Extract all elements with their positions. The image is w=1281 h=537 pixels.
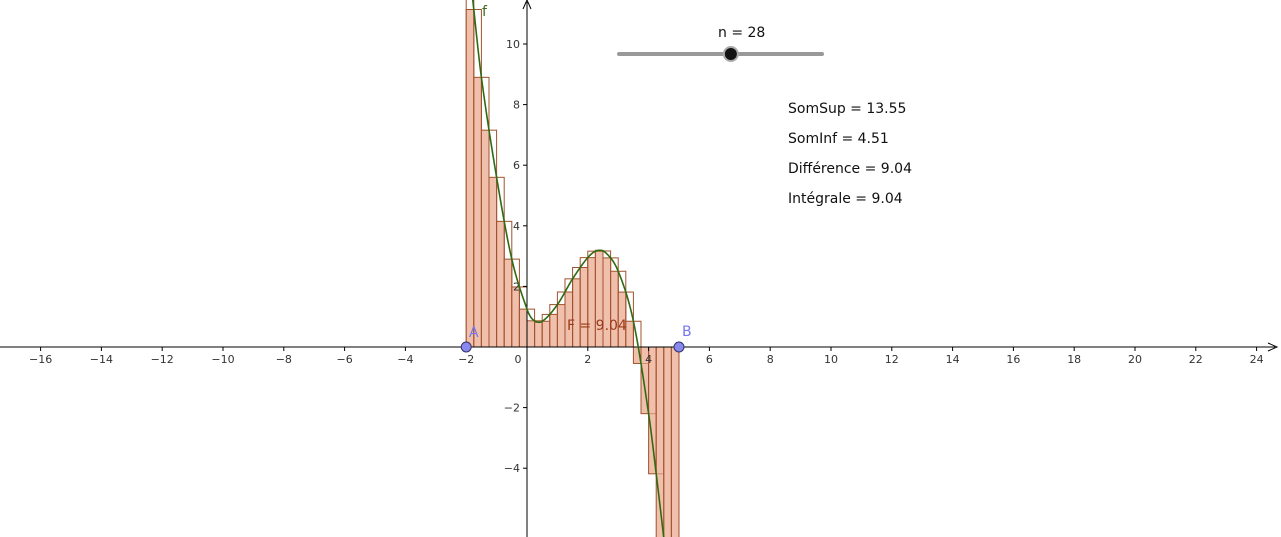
- slider-value-label: n = 28: [718, 25, 766, 41]
- x-tick-label: 2: [584, 353, 591, 366]
- point-a-label: A: [469, 325, 479, 341]
- difference-text: Différence = 9.04: [788, 161, 912, 177]
- lower-rect: [556, 304, 566, 348]
- lower-rect: [610, 270, 619, 348]
- lower-rect: [541, 320, 551, 348]
- lower-rect: [625, 320, 634, 348]
- point-b[interactable]: [673, 341, 685, 353]
- lower-rect: [480, 129, 490, 348]
- x-tick-label: −6: [336, 353, 352, 366]
- x-axis-arrow: [1267, 342, 1279, 352]
- x-tick-label: 4: [645, 353, 652, 366]
- x-tick-label: −2: [458, 353, 474, 366]
- lower-rect: [534, 321, 543, 348]
- lower-rect: [488, 176, 498, 348]
- lower-rect: [579, 266, 589, 348]
- lower-rect: [670, 346, 680, 537]
- x-tick-label: −12: [151, 353, 174, 366]
- y-tick-label: 8: [513, 99, 520, 112]
- y-axis-arrow: [522, 0, 532, 10]
- y-tick-label: 4: [513, 220, 520, 233]
- x-tick-label: 12: [885, 353, 899, 366]
- sominf-text: SomInf = 4.51: [788, 131, 889, 147]
- point-b-label: B: [682, 324, 692, 340]
- function-label: f: [482, 4, 488, 20]
- lower-rect: [526, 320, 536, 348]
- lower-rect: [473, 76, 482, 348]
- x-tick-label: −8: [276, 353, 292, 366]
- x-tick-label: 10: [824, 353, 838, 366]
- lower-rect: [511, 286, 520, 348]
- y-tick-label: −2: [504, 402, 520, 415]
- x-tick-label: −16: [29, 353, 52, 366]
- tick-labels: −16 −14 −12 −10 −8 −6 −4 −2 0 2 4 6 8 10 12 14 16 18 20 22 2…: [29, 38, 1264, 475]
- x-tick-label: −4: [397, 353, 413, 366]
- area-label: F = 9.04: [567, 318, 627, 334]
- x-tick-label: −10: [211, 353, 234, 366]
- lower-rect: [465, 8, 475, 348]
- x-tick-label: 16: [1006, 353, 1020, 366]
- lower-rect: [518, 308, 528, 348]
- y-tick-label: 2: [513, 280, 520, 293]
- x-tick-label: 0: [515, 353, 522, 366]
- lower-rect: [663, 346, 672, 537]
- x-tick-label: 20: [1128, 353, 1142, 366]
- y-tick-label: 6: [513, 159, 520, 172]
- x-tick-label: 18: [1067, 353, 1081, 366]
- lower-rect: [648, 346, 657, 475]
- function-curve[interactable]: [469, 0, 665, 537]
- lower-rect: [503, 258, 513, 348]
- slider-knob[interactable]: [722, 46, 739, 62]
- x-tick-label: 14: [946, 353, 960, 366]
- somsup-text: SomSup = 13.55: [788, 101, 907, 117]
- lower-rect: [549, 313, 558, 348]
- lower-rect: [572, 278, 581, 348]
- x-tick-label: 6: [706, 353, 713, 366]
- integrale-text: Intégrale = 9.04: [788, 191, 903, 207]
- x-tick-label: −14: [90, 353, 113, 366]
- x-tick-label: 8: [767, 353, 774, 366]
- y-tick-label: 10: [506, 38, 520, 51]
- y-tick-label: −4: [504, 462, 520, 475]
- point-a[interactable]: [460, 341, 472, 353]
- x-tick-label: 22: [1189, 353, 1203, 366]
- lower-rect: [496, 220, 505, 348]
- x-tick-label: 24: [1250, 353, 1264, 366]
